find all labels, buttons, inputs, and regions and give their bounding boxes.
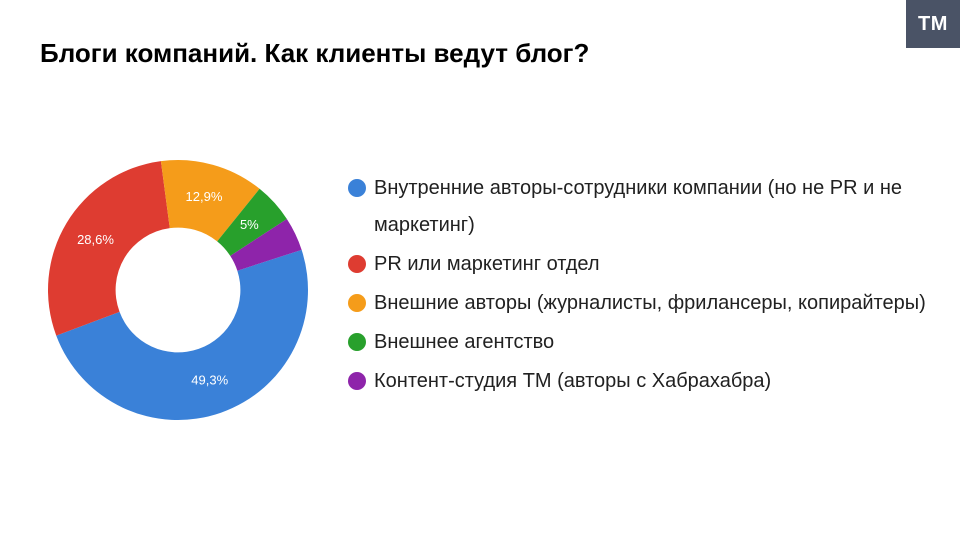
legend-swatch	[348, 372, 366, 390]
page-title: Блоги компаний. Как клиенты ведут блог?	[40, 38, 589, 69]
logo-text: TM	[918, 13, 948, 36]
legend-item: Внешнее агентство	[348, 324, 928, 361]
donut-chart: 49,3% 28,6% 12,9% 5%	[38, 150, 318, 430]
legend-swatch	[348, 255, 366, 273]
slice-label: 49,3%	[191, 372, 228, 387]
legend-item: Внешние авторы (журналисты, фрилансеры, …	[348, 285, 928, 322]
slice-label: 28,6%	[77, 232, 114, 247]
donut-slice	[48, 161, 170, 335]
legend-text: PR или маркетинг отдел	[374, 246, 600, 283]
legend-text: Контент-студия TM (авторы с Хабрахабра)	[374, 363, 771, 400]
slice-label: 5%	[240, 217, 259, 232]
legend-text: Внутренние авторы-сотрудники компании (н…	[374, 170, 928, 244]
slide: TM Блоги компаний. Как клиенты ведут бло…	[0, 0, 960, 540]
legend-swatch	[348, 294, 366, 312]
donut-svg: 49,3% 28,6% 12,9% 5%	[38, 150, 318, 430]
legend-item: Внутренние авторы-сотрудники компании (н…	[348, 170, 928, 244]
legend-swatch	[348, 179, 366, 197]
legend-text: Внешнее агентство	[374, 324, 554, 361]
legend-item: Контент-студия TM (авторы с Хабрахабра)	[348, 363, 928, 400]
legend-swatch	[348, 333, 366, 351]
logo-badge: TM	[906, 0, 960, 48]
slice-label: 12,9%	[186, 189, 223, 204]
legend: Внутренние авторы-сотрудники компании (н…	[348, 170, 928, 402]
legend-text: Внешние авторы (журналисты, фрилансеры, …	[374, 285, 926, 322]
legend-item: PR или маркетинг отдел	[348, 246, 928, 283]
